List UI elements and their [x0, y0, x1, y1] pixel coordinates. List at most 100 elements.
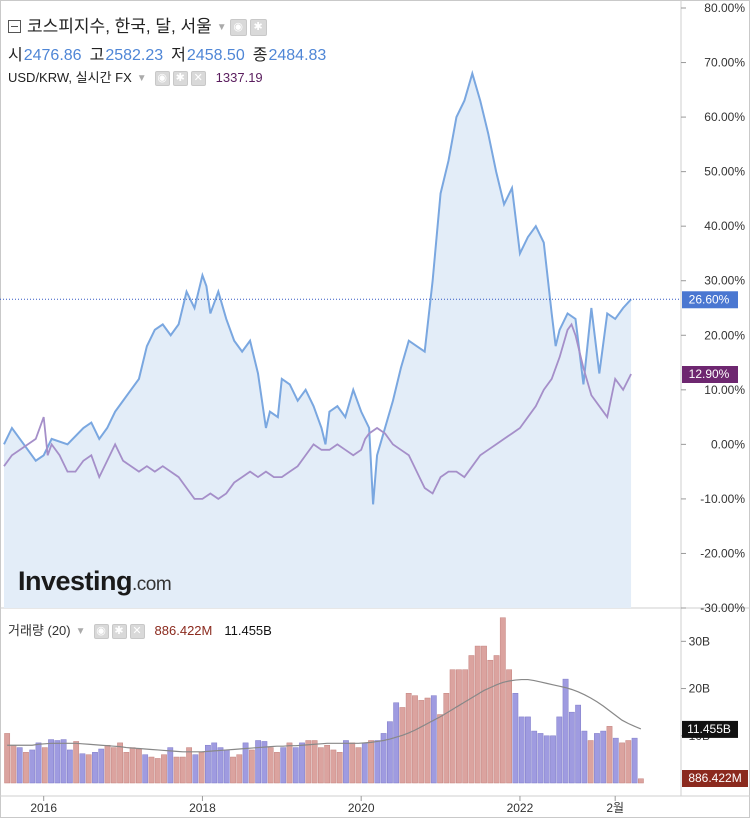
volume-bar: [110, 747, 117, 784]
volume-bar: [179, 756, 186, 784]
y-tick-label: 60.00%: [704, 110, 745, 124]
vol-tick-label: 20B: [689, 682, 710, 696]
volume-bar: [230, 756, 236, 784]
volume-bar: [380, 733, 387, 784]
volume-close-icon[interactable]: ✕: [129, 624, 145, 640]
volume-bar: [16, 747, 23, 784]
volume-bar: [430, 695, 437, 784]
settings-gear-icon[interactable]: ✱: [249, 19, 267, 37]
volume-bar: [399, 707, 406, 784]
compare-visibility-icon[interactable]: ◉: [154, 71, 170, 87]
high-value: 2582.23: [105, 47, 164, 64]
volume-bar: [41, 747, 48, 784]
volume-bar: [123, 752, 130, 784]
volume-bar: [581, 730, 588, 784]
volume-bar: [148, 756, 155, 784]
volume-bar: [242, 742, 249, 784]
compare-value: 1337.19: [215, 70, 263, 85]
volume-bar: [525, 716, 531, 784]
volume-bar: [518, 716, 525, 784]
compare-name: USD/KRW, 실시간 FX: [8, 70, 132, 85]
y-tick-label: 80.00%: [704, 1, 745, 15]
volume-bar: [343, 740, 349, 784]
volume-bar: [136, 748, 142, 784]
y-tick-label: 10.00%: [704, 383, 745, 397]
volume-bar: [449, 669, 456, 784]
high-label: 고: [89, 47, 105, 64]
volume-bar: [117, 742, 123, 784]
volume-bar: [361, 742, 368, 784]
volume-bar: [456, 669, 462, 784]
volume-bar: [594, 733, 600, 784]
x-tick-label: 2월: [606, 801, 624, 815]
volume-bar: [556, 716, 563, 784]
usdkrw-last-badge-text: 12.90%: [689, 367, 730, 381]
volume-bar: [631, 737, 638, 784]
volume-bar: [198, 752, 205, 784]
volume-caret-icon[interactable]: ▼: [75, 626, 86, 638]
volume-bar: [292, 747, 299, 784]
collapse-icon[interactable]: [8, 20, 21, 34]
volume-bar: [66, 749, 73, 784]
volume-bar: [506, 669, 512, 784]
volume-bar: [468, 655, 475, 784]
compare-caret-icon[interactable]: ▼: [136, 73, 147, 85]
volume-ma-line: [7, 678, 642, 753]
y-tick-label: -20.00%: [700, 546, 745, 560]
kospi-line: [3, 69, 632, 505]
volume-bar: [537, 733, 544, 784]
open-value: 2476.86: [23, 47, 82, 64]
usdkrw-line: [3, 322, 632, 501]
volume-bar: [550, 735, 556, 784]
usdkrw-last-badge-bg: [682, 366, 738, 383]
volume-settings-icon[interactable]: ✱: [111, 624, 127, 640]
volume-bar: [73, 741, 80, 784]
volume-bar: [393, 702, 400, 784]
y-tick-label: 70.00%: [704, 56, 745, 70]
volume-bar: [587, 740, 594, 784]
volume-bar: [512, 693, 519, 784]
volume-bar: [493, 655, 500, 784]
volume-value: 886.422M: [154, 623, 213, 638]
volume-bar: [330, 749, 337, 784]
volume-bar: [223, 749, 230, 784]
volume-bar: [173, 756, 180, 784]
kospi-last-badge-bg: [682, 291, 738, 309]
volume-bar: [60, 739, 67, 784]
x-tick-label: 2018: [189, 801, 216, 815]
volume-bar: [355, 747, 362, 784]
volume-bar: [386, 721, 393, 784]
volume-bar: [35, 742, 42, 784]
volume-bar: [261, 741, 268, 784]
volume-bar: [192, 754, 199, 784]
compare-settings-icon[interactable]: ✱: [172, 71, 188, 87]
y-tick-label: -30.00%: [700, 601, 745, 615]
volume-header: 거래량 (20) ▼ ◉ ✱ ✕ 886.422M 11.455B: [8, 620, 272, 640]
instrument-header: 코스피지수, 한국, 달, 서울 ▼ ◉ ✱: [8, 12, 267, 37]
volume-visibility-icon[interactable]: ◉: [93, 624, 109, 640]
volume-bar: [104, 744, 111, 784]
volume-bar: [161, 754, 167, 784]
visibility-icon[interactable]: ◉: [229, 19, 247, 37]
volume-ma-badge-bg: [682, 720, 738, 738]
volume-bar: [324, 744, 331, 784]
volume-bar: [85, 754, 92, 784]
volume-last-badge-bg: [682, 770, 748, 787]
x-tick-label: 2020: [348, 801, 375, 815]
volume-bar: [368, 740, 374, 784]
volume-ma-badge-text: 11.455B: [687, 722, 731, 736]
volume-bar: [236, 754, 243, 784]
volume-bar: [167, 747, 174, 784]
volume-bar: [217, 747, 224, 784]
volume-bar: [437, 714, 443, 784]
volume-bar: [92, 752, 98, 784]
volume-bar: [405, 693, 412, 784]
volume-bar: [612, 737, 619, 784]
low-label: 저: [171, 47, 186, 64]
volume-bar: [462, 669, 469, 784]
dropdown-caret-icon[interactable]: ▼: [216, 22, 227, 34]
compare-close-icon[interactable]: ✕: [190, 71, 206, 87]
logo-suffix: .com: [132, 574, 172, 595]
volume-bar: [142, 754, 149, 784]
